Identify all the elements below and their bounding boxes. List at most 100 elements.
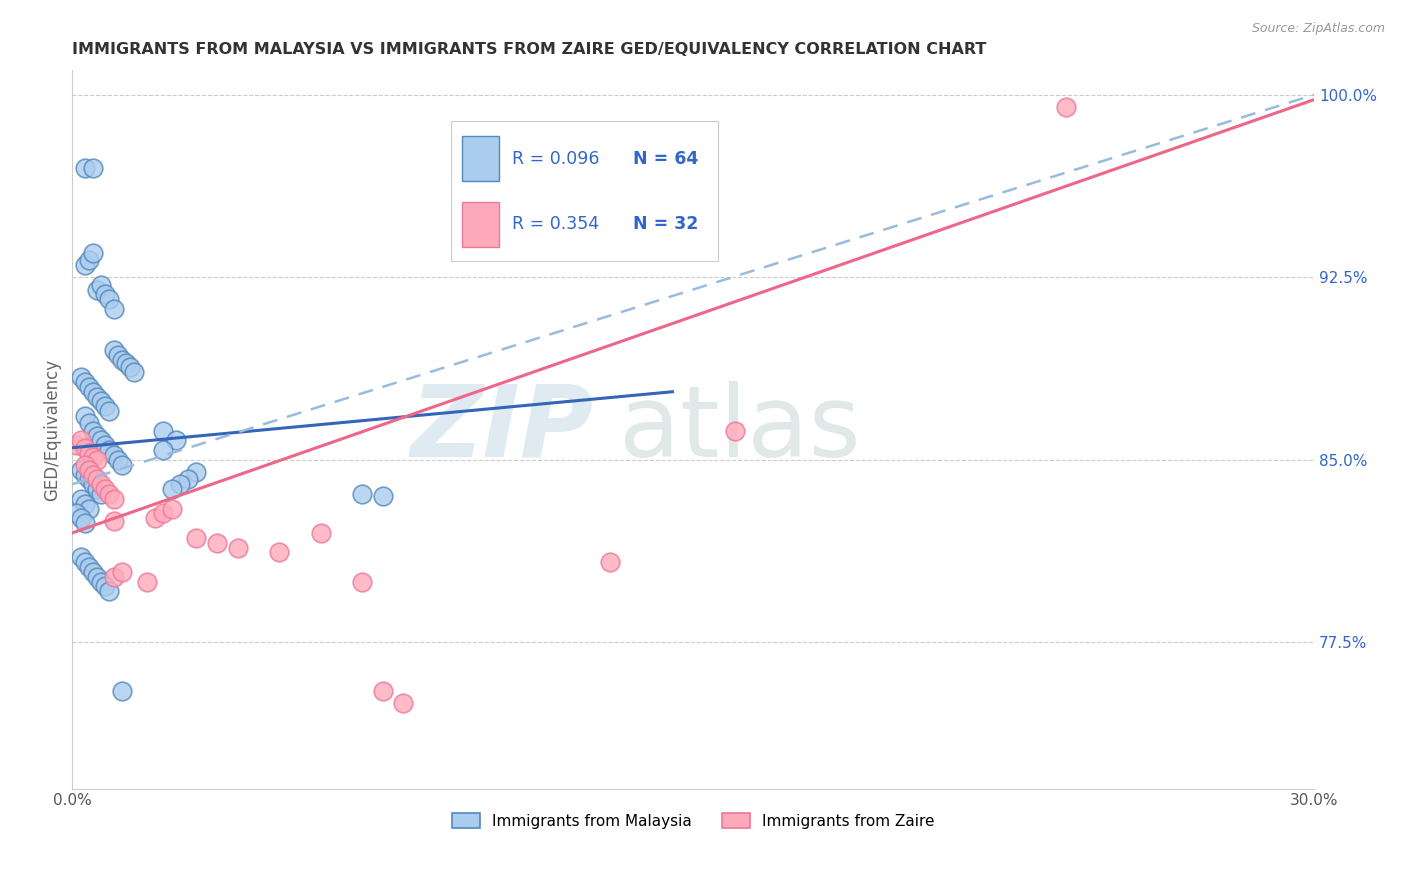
Point [103, 301, 125, 316]
Point [226, 541, 249, 555]
Point [86, 472, 108, 486]
Point [73, 409, 96, 423]
Point [73, 161, 96, 175]
Point [86, 453, 108, 467]
Point [82, 424, 104, 438]
Point [350, 574, 373, 589]
Point [69, 370, 91, 384]
Point [86, 428, 108, 442]
Point [111, 684, 134, 698]
Point [69, 550, 91, 565]
Point [82, 161, 104, 175]
Point [73, 467, 96, 482]
Point [73, 458, 96, 472]
Point [107, 348, 129, 362]
Point [392, 696, 415, 710]
Point [69, 511, 91, 525]
Point [65, 507, 87, 521]
Point [103, 448, 125, 462]
Point [160, 501, 183, 516]
Point [143, 511, 166, 525]
Point [77, 380, 100, 394]
Text: ZIP: ZIP [411, 381, 593, 478]
Point [82, 450, 104, 465]
Point [103, 491, 125, 506]
Point [186, 531, 208, 545]
Point [90, 477, 112, 491]
Point [90, 394, 112, 409]
Point [103, 343, 125, 358]
Point [115, 355, 138, 369]
Point [77, 253, 100, 268]
Point [177, 472, 200, 486]
Point [69, 491, 91, 506]
Point [111, 353, 134, 368]
Point [86, 390, 108, 404]
Point [135, 574, 157, 589]
Point [69, 463, 91, 477]
Point [94, 287, 117, 301]
Point [371, 490, 394, 504]
Point [98, 292, 121, 306]
Point [94, 482, 117, 496]
Point [82, 565, 104, 579]
Point [103, 514, 125, 528]
Text: Source: ZipAtlas.com: Source: ZipAtlas.com [1251, 22, 1385, 36]
Point [371, 684, 394, 698]
Point [1054, 100, 1077, 114]
Y-axis label: GED/Equivalency: GED/Equivalency [44, 359, 60, 500]
Point [77, 472, 100, 486]
Point [152, 443, 174, 458]
Point [309, 525, 332, 540]
Point [269, 545, 291, 559]
Point [77, 417, 100, 431]
Point [65, 438, 87, 452]
Legend: Immigrants from Malaysia, Immigrants from Zaire: Immigrants from Malaysia, Immigrants fro… [446, 806, 941, 835]
Point [73, 516, 96, 531]
Point [205, 535, 228, 549]
Point [77, 463, 100, 477]
Point [73, 441, 96, 455]
Point [94, 400, 117, 414]
Point [90, 574, 112, 589]
Point [165, 434, 187, 448]
Point [599, 555, 621, 569]
Point [98, 584, 121, 599]
Point [77, 501, 100, 516]
Point [82, 467, 104, 482]
Point [82, 477, 104, 491]
Point [90, 434, 112, 448]
Point [77, 560, 100, 574]
Point [82, 384, 104, 399]
Point [120, 360, 142, 375]
Point [186, 465, 208, 479]
Point [98, 487, 121, 501]
Text: IMMIGRANTS FROM MALAYSIA VS IMMIGRANTS FROM ZAIRE GED/EQUIVALENCY CORRELATION CH: IMMIGRANTS FROM MALAYSIA VS IMMIGRANTS F… [72, 42, 987, 57]
Point [82, 246, 104, 260]
Point [152, 507, 174, 521]
Point [94, 579, 117, 593]
Point [94, 438, 117, 452]
Point [103, 570, 125, 584]
Point [73, 258, 96, 272]
Point [124, 365, 146, 379]
Point [86, 482, 108, 496]
Point [152, 424, 174, 438]
Point [350, 487, 373, 501]
Point [90, 277, 112, 292]
Point [160, 482, 183, 496]
Point [107, 453, 129, 467]
Point [86, 570, 108, 584]
Point [723, 424, 745, 438]
Point [73, 375, 96, 389]
Point [69, 434, 91, 448]
Point [111, 458, 134, 472]
Point [98, 404, 121, 418]
Text: atlas: atlas [619, 381, 860, 478]
Point [77, 445, 100, 459]
Point [169, 477, 191, 491]
Point [111, 565, 134, 579]
Point [73, 497, 96, 511]
Point [73, 555, 96, 569]
Point [86, 283, 108, 297]
